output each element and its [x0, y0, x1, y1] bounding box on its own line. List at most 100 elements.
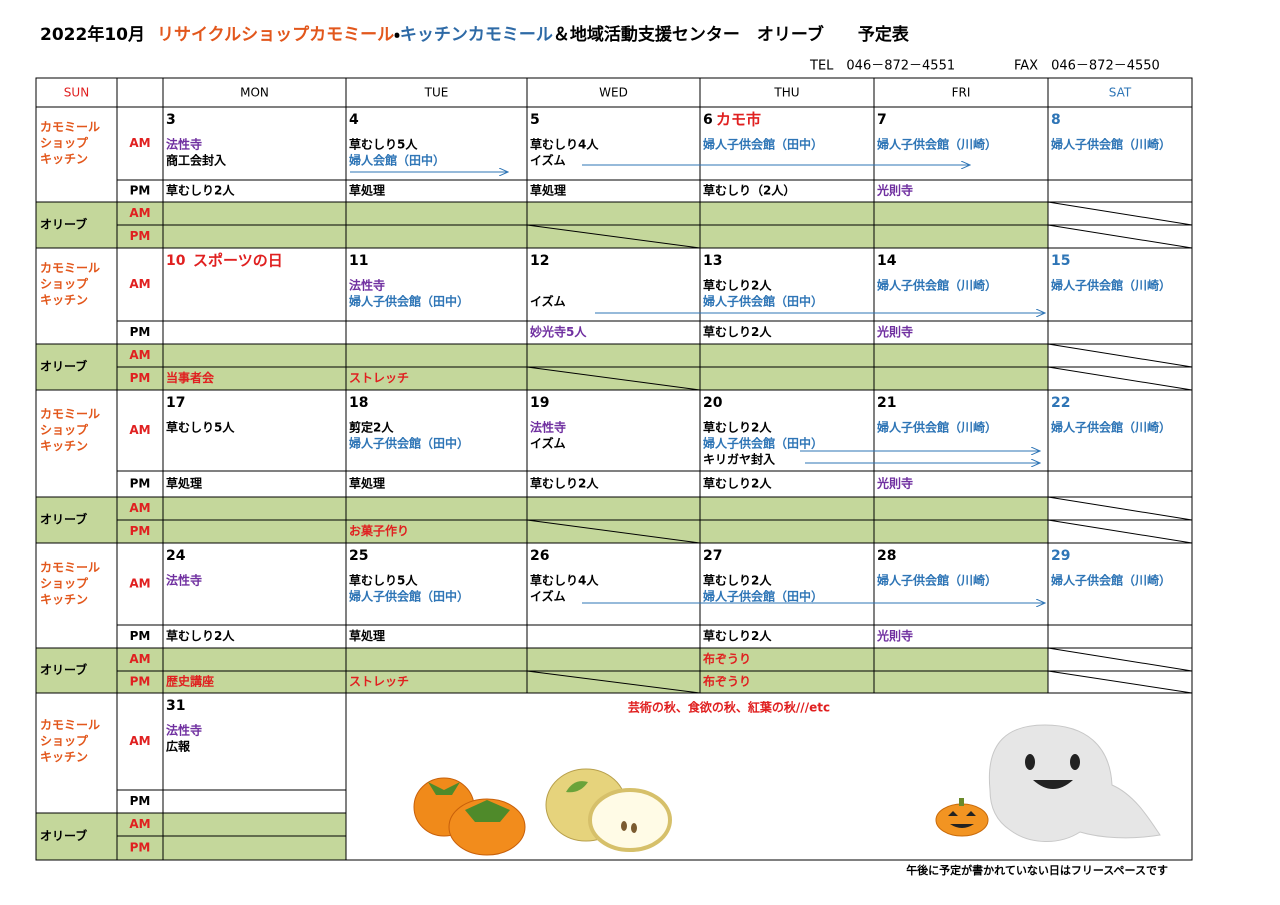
table-cell — [699, 519, 875, 544]
footer-note: 午後に予定が書かれていない日はフリースペースです — [906, 863, 1168, 877]
table-cell — [873, 670, 1049, 694]
entry: 広報 — [166, 739, 191, 754]
table-cell — [35, 106, 118, 203]
date: 14 — [877, 253, 897, 269]
date: 29 — [1051, 548, 1070, 564]
row-label: キッチン — [40, 293, 88, 307]
table-cell — [116, 470, 164, 498]
ampm-label: AM — [129, 652, 150, 666]
table-cell — [162, 343, 347, 368]
ampm-label: AM — [129, 277, 150, 291]
entry: 草むしり2人 — [703, 420, 772, 435]
date: 15 — [1051, 253, 1070, 269]
table-cell — [116, 389, 164, 472]
table-cell — [162, 692, 347, 791]
date: 18 — [349, 395, 368, 411]
entry: 法性寺 — [166, 723, 202, 738]
table-cell — [699, 389, 875, 472]
table-cell — [162, 470, 347, 498]
ampm-label: PM — [130, 524, 151, 538]
entry: 歴史講座 — [166, 674, 214, 689]
ampm-label: AM — [129, 501, 150, 515]
calendar-table: SUN MON TUE WED THU FRI SAT — [35, 77, 1193, 861]
entry: 法性寺 — [530, 420, 566, 435]
entry: 婦人子供会館（川崎） — [877, 137, 997, 152]
row-label: ショップ — [40, 422, 89, 437]
entry: 婦人子供会館（川崎） — [1051, 278, 1171, 293]
date: 20 — [703, 395, 723, 411]
table-cell — [699, 343, 875, 368]
table-cell — [162, 519, 347, 544]
date: 31 — [166, 698, 185, 714]
ampm-label: PM — [130, 371, 151, 385]
row-label: オリーブ — [40, 828, 87, 843]
table-cell — [526, 470, 701, 498]
table-cell — [116, 106, 164, 181]
day-header: WED — [599, 86, 628, 100]
cross-line — [1047, 366, 1193, 391]
entry: 婦人子供会館（田中） — [703, 436, 823, 451]
row-label: カモミール — [40, 718, 100, 732]
entry: 婦人子供会館（田中） — [349, 294, 469, 309]
date: 5 — [530, 112, 540, 128]
row-label: オリーブ — [40, 662, 87, 677]
row-label: ショップ — [40, 733, 89, 748]
table-cell — [526, 343, 701, 368]
day-header: THU — [773, 86, 799, 100]
table-cell — [526, 389, 701, 472]
overlay: カモミールショップキッチンオリーブAMPMAMPM3法性寺商工会封入草むしり2人… — [40, 111, 1171, 855]
table-cell — [699, 201, 875, 226]
ampm-label: PM — [130, 794, 151, 808]
date: 4 — [349, 112, 359, 128]
table-cell — [526, 201, 701, 226]
date: 6 — [703, 112, 713, 128]
date: 3 — [166, 112, 176, 128]
day-header: MON — [240, 86, 269, 100]
ampm-label: AM — [129, 734, 150, 748]
table-cell — [35, 343, 118, 391]
date: 10 — [166, 253, 186, 269]
table-cell — [162, 812, 347, 837]
table-cell — [873, 496, 1049, 521]
table-cell — [345, 343, 528, 368]
ampm-label: AM — [129, 577, 150, 591]
date: 21 — [877, 395, 896, 411]
table-cell — [35, 812, 118, 861]
table-cell — [873, 366, 1049, 391]
date: 12 — [530, 253, 549, 269]
entry: イズム — [530, 589, 566, 604]
entry: ストレッチ — [349, 371, 409, 385]
cross-line — [526, 224, 701, 249]
cross-line — [1047, 647, 1193, 672]
entry: 草むしり4人 — [530, 137, 599, 152]
cross-line — [1047, 496, 1193, 521]
cross-line — [1047, 519, 1193, 544]
row-label: オリーブ — [40, 217, 87, 232]
entry: 草処理 — [349, 476, 385, 491]
fax: FAX 046－872－4550 — [1014, 59, 1160, 74]
entry: 婦人子供会館（川崎） — [877, 573, 997, 588]
entry: 布ぞうり — [703, 651, 751, 666]
date: 11 — [349, 253, 368, 269]
table-cell — [699, 496, 875, 521]
entry: キリガヤ封入 — [703, 452, 776, 467]
table-cell — [345, 247, 528, 322]
ampm-label: PM — [130, 477, 151, 491]
entry: 草むしり2人 — [166, 183, 235, 198]
row-label: キッチン — [40, 593, 88, 607]
table-cell — [526, 496, 701, 521]
table-cell — [1047, 179, 1193, 203]
entry: 婦人子供会館（川崎） — [1051, 420, 1171, 435]
entry: 草むしり2人 — [703, 476, 772, 491]
table-cell — [873, 389, 1049, 472]
table-cell — [116, 835, 164, 861]
entry: 草むしり2人 — [703, 573, 772, 588]
row-label: ショップ — [40, 576, 89, 591]
table-cell — [162, 542, 347, 626]
entry: 草むしり（2人） — [703, 183, 795, 198]
ampm-label: AM — [129, 817, 150, 831]
entry: 草むしり5人 — [349, 137, 418, 152]
table-cell — [699, 470, 875, 498]
table-cell — [35, 201, 118, 249]
